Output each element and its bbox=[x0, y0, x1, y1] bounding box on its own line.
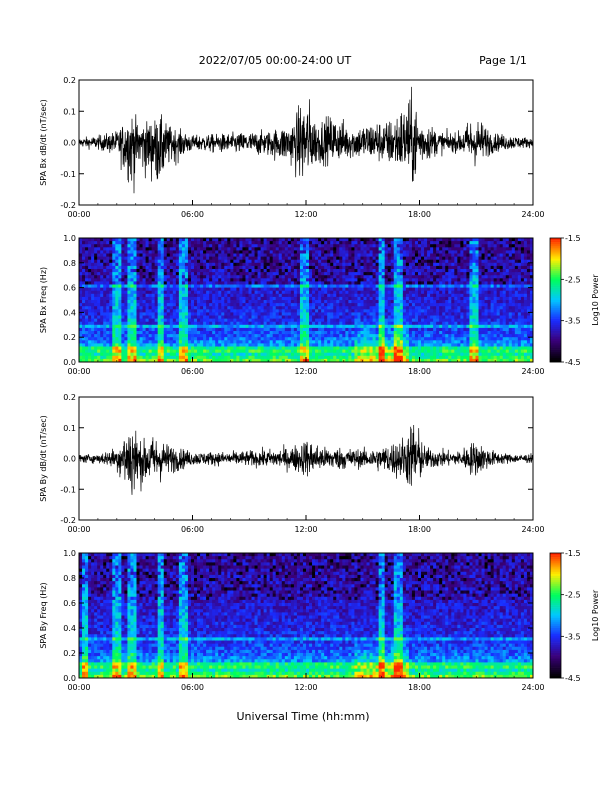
y-axis-label: SPA Bx Freq (Hz) bbox=[39, 267, 48, 333]
dbdt-trace bbox=[78, 424, 534, 495]
x-tick-label: 24:00 bbox=[521, 367, 544, 376]
y-tick-label: 0.2 bbox=[63, 333, 76, 342]
x-tick-label: 00:00 bbox=[67, 525, 90, 534]
colorbar-tick-label: -1.5 bbox=[565, 549, 581, 558]
x-tick-label: 06:00 bbox=[181, 367, 204, 376]
colorbar-label: Log10 Power bbox=[591, 274, 600, 326]
y-tick-label: 0.6 bbox=[63, 284, 76, 293]
spectrogram-cells bbox=[79, 553, 534, 679]
x-tick-label: 18:00 bbox=[408, 683, 431, 692]
x-tick-label: 18:00 bbox=[408, 367, 431, 376]
y-tick-label: 0.2 bbox=[63, 393, 76, 402]
y-axis-label: SPA Bx dB/dt (nT/sec) bbox=[39, 99, 48, 186]
y-tick-label: -0.2 bbox=[60, 201, 76, 210]
x-axis-label: Universal Time (hh:mm) bbox=[237, 710, 370, 723]
y-tick-label: 0.8 bbox=[63, 259, 76, 268]
colorbar-tick-label: -1.5 bbox=[565, 234, 581, 243]
plot-title: 2022/07/05 00:00-24:00 UT bbox=[199, 54, 352, 67]
colorbar: -1.5 -2.5 -3.5 -4.5 Log10 Power bbox=[549, 234, 600, 367]
x-tick-label: 00:00 bbox=[67, 367, 90, 376]
y-tick-label: 0.6 bbox=[63, 599, 76, 608]
by-timeseries-panel: 00:00 06:00 12:00 18:00 24:00 0.2 0.1 0.0 -0.1 -0… bbox=[39, 393, 545, 534]
colorbar-tick-label: -2.5 bbox=[565, 591, 581, 600]
x-tick-label: 12:00 bbox=[294, 683, 317, 692]
x-tick-label: 12:00 bbox=[294, 367, 317, 376]
x-tick-label: 24:00 bbox=[521, 683, 544, 692]
y-tick-label: 0.8 bbox=[63, 574, 76, 583]
x-tick-label: 06:00 bbox=[181, 683, 204, 692]
y-axis-label: SPA By dB/dt (nT/sec) bbox=[39, 415, 48, 502]
colorbar-label: Log10 Power bbox=[591, 589, 600, 641]
y-tick-label: 0.2 bbox=[63, 76, 76, 85]
y-tick-label: 0.2 bbox=[63, 649, 76, 658]
y-tick-label: 0.0 bbox=[63, 358, 76, 367]
y-tick-label: 1.0 bbox=[63, 549, 76, 558]
y-tick-label: 0.1 bbox=[63, 424, 76, 433]
y-tick-label: -0.1 bbox=[60, 485, 76, 494]
x-tick-label: 24:00 bbox=[521, 210, 544, 219]
y-tick-label: 0.0 bbox=[63, 674, 76, 683]
y-tick-label: 0.1 bbox=[63, 107, 76, 116]
x-tick-label: 24:00 bbox=[521, 525, 544, 534]
colorbar: -1.5 -2.5 -3.5 -4.5 Log10 Power bbox=[549, 549, 600, 683]
x-tick-label: 12:00 bbox=[294, 210, 317, 219]
x-tick-label: 18:00 bbox=[408, 525, 431, 534]
x-tick-label: 06:00 bbox=[181, 210, 204, 219]
y-tick-label: 0.0 bbox=[63, 455, 76, 464]
y-tick-label: -0.1 bbox=[60, 170, 76, 179]
page-indicator: Page 1/1 bbox=[479, 54, 527, 67]
bx-timeseries-panel: 00:00 06:00 12:00 18:00 24:00 0.2 0.1 0.0 -0.1 -0… bbox=[39, 76, 545, 219]
y-tick-label: 0.4 bbox=[63, 308, 76, 317]
bx-spectrogram-panel: -1.5 -2.5 -3.5 -4.5 Log10 Power 00:00 06:00 12:… bbox=[39, 234, 600, 376]
colorbar-tick-label: -4.5 bbox=[565, 358, 581, 367]
x-tick-label: 06:00 bbox=[181, 525, 204, 534]
x-tick-label: 18:00 bbox=[408, 210, 431, 219]
y-tick-label: 1.0 bbox=[63, 234, 76, 243]
colorbar-tick-label: -3.5 bbox=[565, 632, 581, 641]
x-tick-label: 00:00 bbox=[67, 683, 90, 692]
y-axis-label: SPA By Freq (Hz) bbox=[39, 582, 48, 648]
y-tick-label: 0.4 bbox=[63, 624, 76, 633]
x-tick-label: 00:00 bbox=[67, 210, 90, 219]
colorbar-tick-label: -3.5 bbox=[565, 317, 581, 326]
spectrogram-cells bbox=[79, 238, 534, 363]
by-spectrogram-panel: -1.5 -2.5 -3.5 -4.5 Log10 Power 00:00 06:00 12:… bbox=[39, 549, 600, 692]
y-tick-label: 0.0 bbox=[63, 139, 76, 148]
colorbar-tick-label: -2.5 bbox=[565, 275, 581, 284]
x-tick-label: 12:00 bbox=[294, 525, 317, 534]
dbdt-trace bbox=[78, 86, 534, 194]
colorbar-tick-label: -4.5 bbox=[565, 674, 581, 683]
y-tick-label: -0.2 bbox=[60, 516, 76, 525]
